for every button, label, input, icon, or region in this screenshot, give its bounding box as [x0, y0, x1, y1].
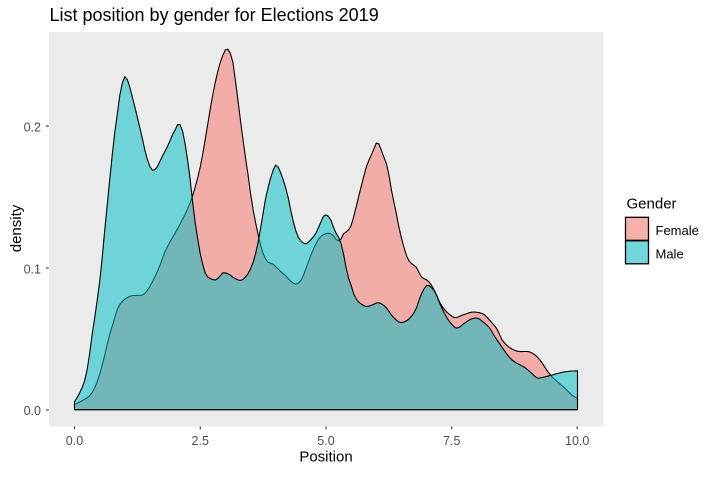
svg-text:5.0: 5.0	[317, 434, 334, 448]
svg-text:Position: Position	[299, 449, 352, 466]
svg-text:7.5: 7.5	[443, 434, 460, 448]
svg-text:density: density	[8, 204, 25, 252]
svg-text:2.5: 2.5	[192, 434, 209, 448]
svg-text:0.2: 0.2	[24, 120, 41, 134]
svg-text:List position by gender for El: List position by gender for Elections 20…	[50, 5, 379, 25]
svg-text:0.0: 0.0	[66, 434, 83, 448]
svg-text:Gender: Gender	[627, 195, 677, 212]
svg-text:Female: Female	[656, 223, 699, 238]
svg-text:Male: Male	[656, 247, 684, 262]
svg-text:0.1: 0.1	[24, 262, 41, 276]
svg-text:10.0: 10.0	[565, 434, 589, 448]
svg-text:0.0: 0.0	[24, 404, 41, 418]
